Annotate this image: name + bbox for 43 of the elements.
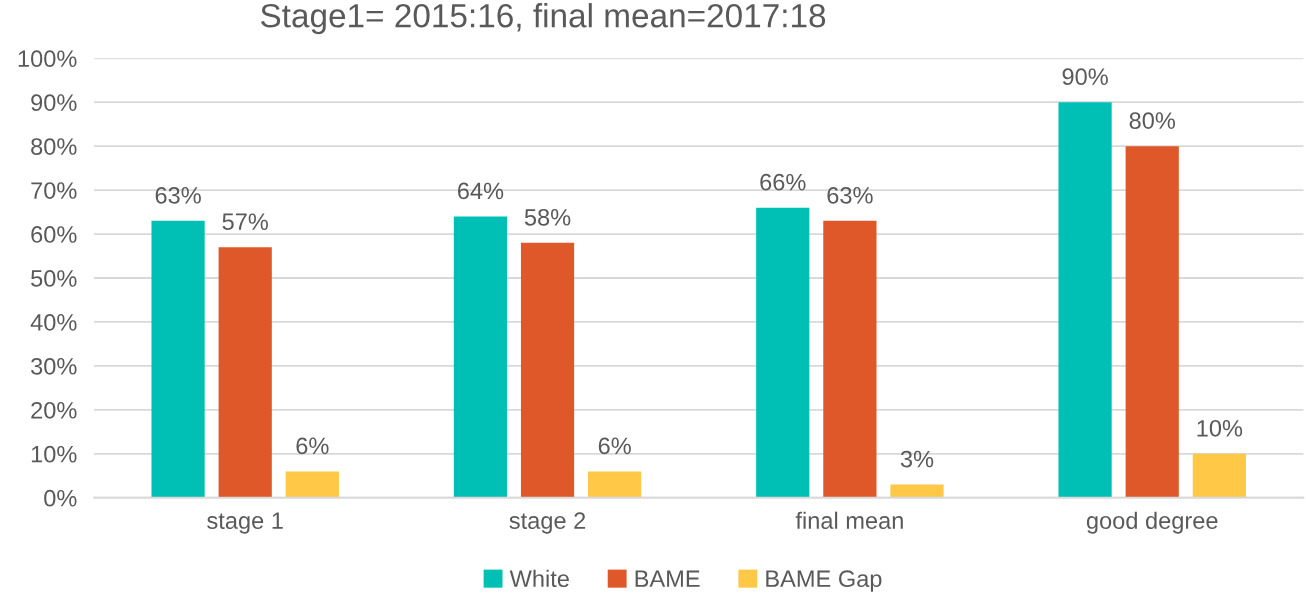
y-tick-label: 80% bbox=[31, 138, 77, 155]
y-tick-label: 70% bbox=[31, 182, 77, 199]
chart-title: Stage1= 2015:16, final mean=2017:18 bbox=[260, 3, 826, 35]
y-tick-label: 60% bbox=[31, 226, 77, 243]
y-tick-label: 30% bbox=[31, 357, 77, 375]
data-label: 6% bbox=[296, 437, 329, 455]
data-label: 90% bbox=[1062, 68, 1108, 86]
y-tick-label: 40% bbox=[30, 314, 77, 331]
data-label: 10% bbox=[1197, 419, 1243, 437]
bar bbox=[823, 220, 877, 498]
data-label: 3% bbox=[900, 450, 934, 468]
x-tick-label: stage 2 bbox=[509, 512, 586, 534]
data-label: 80% bbox=[1129, 112, 1176, 129]
x-tick-label: good degree bbox=[1086, 511, 1218, 534]
y-tick-label: 50% bbox=[31, 270, 77, 287]
legend-label: White bbox=[509, 569, 569, 588]
data-label: 63% bbox=[155, 186, 201, 204]
y-tick-label: 20% bbox=[31, 401, 77, 419]
legend-label: BAME Gap bbox=[766, 570, 882, 592]
data-label: 6% bbox=[598, 437, 631, 455]
x-tick-label: stage 1 bbox=[207, 512, 283, 534]
bar bbox=[285, 471, 339, 498]
bar bbox=[1058, 102, 1112, 498]
legend-label: BAME bbox=[635, 570, 700, 587]
bar bbox=[520, 242, 575, 498]
bar bbox=[151, 220, 205, 498]
y-tick-label: 10% bbox=[31, 445, 77, 463]
bar bbox=[453, 216, 508, 498]
data-label: 66% bbox=[760, 173, 806, 191]
data-label: 57% bbox=[222, 213, 268, 231]
x-tick-label: final mean bbox=[795, 511, 903, 529]
bar bbox=[218, 247, 272, 498]
bar bbox=[890, 484, 944, 498]
y-tick-label: 100% bbox=[18, 50, 77, 68]
y-tick-label: 0% bbox=[44, 489, 77, 507]
bar bbox=[756, 207, 810, 498]
bar bbox=[1192, 453, 1246, 498]
bar bbox=[1125, 146, 1179, 498]
data-label: 58% bbox=[524, 208, 571, 226]
bar bbox=[588, 471, 642, 498]
data-label: 63% bbox=[827, 186, 873, 204]
data-label: 64% bbox=[457, 182, 504, 200]
y-tick-label: 90% bbox=[31, 94, 77, 111]
